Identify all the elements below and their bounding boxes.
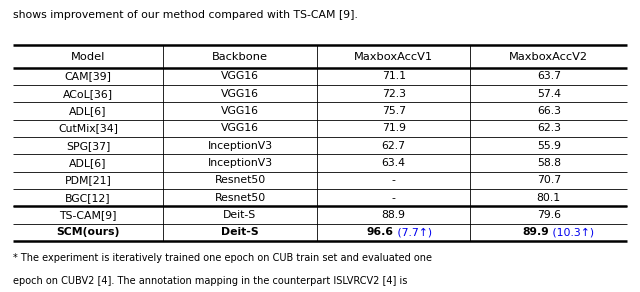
- Text: SCM(ours): SCM(ours): [56, 227, 120, 237]
- Text: Deit-S: Deit-S: [223, 210, 257, 220]
- Text: 58.8: 58.8: [537, 158, 561, 168]
- Text: Backbone: Backbone: [212, 51, 268, 62]
- Text: VGG16: VGG16: [221, 106, 259, 116]
- Text: CAM[39]: CAM[39]: [65, 72, 111, 81]
- Text: 71.1: 71.1: [381, 72, 406, 81]
- Text: VGG16: VGG16: [221, 72, 259, 81]
- Text: MaxboxAccV1: MaxboxAccV1: [354, 51, 433, 62]
- Text: 88.9: 88.9: [381, 210, 406, 220]
- Text: 89.9: 89.9: [522, 227, 548, 237]
- Text: 55.9: 55.9: [537, 141, 561, 151]
- Text: 75.7: 75.7: [381, 106, 406, 116]
- Text: (10.3↑): (10.3↑): [548, 227, 594, 237]
- Text: 79.6: 79.6: [537, 210, 561, 220]
- Text: Model: Model: [71, 51, 105, 62]
- Text: BGC[12]: BGC[12]: [65, 193, 111, 203]
- Text: Resnet50: Resnet50: [214, 193, 266, 203]
- Text: InceptionV3: InceptionV3: [207, 141, 273, 151]
- Text: TS-CAM[9]: TS-CAM[9]: [60, 210, 116, 220]
- Text: 63.7: 63.7: [537, 72, 561, 81]
- Text: VGG16: VGG16: [221, 123, 259, 133]
- Text: ADL[6]: ADL[6]: [69, 158, 107, 168]
- Text: ACoL[36]: ACoL[36]: [63, 89, 113, 99]
- Text: 63.4: 63.4: [381, 158, 406, 168]
- Text: * The experiment is iteratively trained one epoch on CUB train set and evaluated: * The experiment is iteratively trained …: [13, 253, 432, 263]
- Text: 80.1: 80.1: [537, 193, 561, 203]
- Text: MaxboxAccV2: MaxboxAccV2: [509, 51, 588, 62]
- Text: 71.9: 71.9: [381, 123, 406, 133]
- Text: Deit-S: Deit-S: [221, 227, 259, 237]
- Text: PDM[21]: PDM[21]: [65, 175, 111, 185]
- Text: 70.7: 70.7: [537, 175, 561, 185]
- Text: -: -: [392, 193, 396, 203]
- Text: 96.6: 96.6: [367, 227, 394, 237]
- Text: 62.3: 62.3: [537, 123, 561, 133]
- Text: SPG[37]: SPG[37]: [66, 141, 110, 151]
- Text: -: -: [392, 175, 396, 185]
- Text: 57.4: 57.4: [537, 89, 561, 99]
- Text: Resnet50: Resnet50: [214, 175, 266, 185]
- Text: epoch on CUBV2 [4]. The annotation mapping in the counterpart ISLVRCV2 [4] is: epoch on CUBV2 [4]. The annotation mappi…: [13, 276, 407, 286]
- Text: VGG16: VGG16: [221, 89, 259, 99]
- Text: CutMix[34]: CutMix[34]: [58, 123, 118, 133]
- Text: ADL[6]: ADL[6]: [69, 106, 107, 116]
- Text: 72.3: 72.3: [381, 89, 406, 99]
- Text: (7.7↑): (7.7↑): [394, 227, 432, 237]
- Text: InceptionV3: InceptionV3: [207, 158, 273, 168]
- Text: 66.3: 66.3: [537, 106, 561, 116]
- Text: shows improvement of our method compared with TS-CAM [9].: shows improvement of our method compared…: [13, 10, 358, 20]
- Text: 62.7: 62.7: [381, 141, 406, 151]
